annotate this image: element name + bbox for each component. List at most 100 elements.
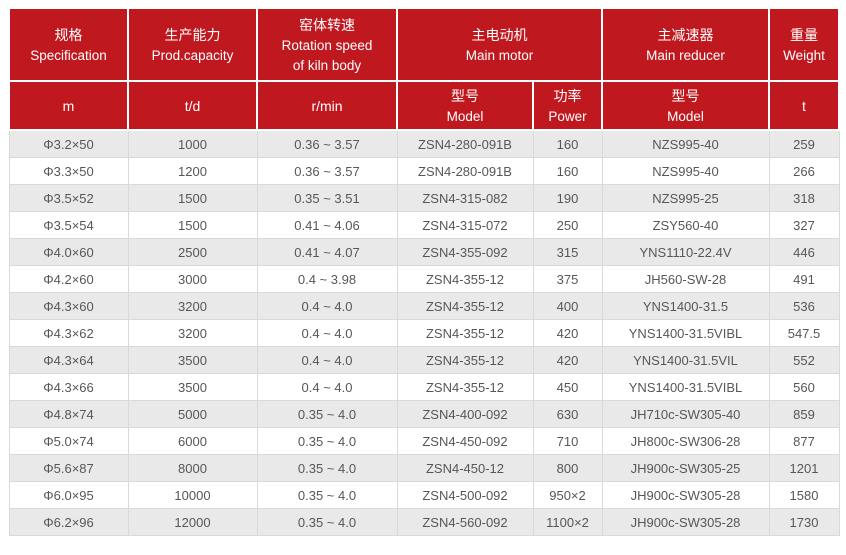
table-header: 规格 Specification 生产能力 Prod.capacity 窑体转速…	[8, 7, 840, 131]
table-row: Φ6.2×96 12000 0.35 ~ 4.0 ZSN4-560-092 1100×2…	[8, 508, 840, 536]
table-cell: 1201	[768, 454, 840, 482]
table-cell: 0.36 ~ 3.57	[256, 157, 398, 185]
table-cell: Φ6.2×96	[8, 508, 129, 536]
table-row: Φ4.8×74 5000 0.35 ~ 4.0 ZSN4-400-092 630 JH71…	[8, 400, 840, 428]
table-cell: 800	[532, 454, 603, 482]
table-cell: Φ3.5×52	[8, 184, 129, 212]
table-cell: JH900c-SW305-28	[601, 508, 770, 536]
header-weight-zh: 重量	[790, 26, 818, 43]
unit-capacity: t/d	[127, 80, 258, 131]
table-cell: 3500	[127, 346, 258, 374]
table-cell: ZSN4-450-12	[396, 454, 534, 482]
table-cell: ZSN4-355-092	[396, 238, 534, 266]
header-rotation-speed-en: Rotation speed of kiln body	[281, 37, 373, 73]
header-main-reducer: 主减速器 Main reducer	[601, 7, 770, 82]
table-cell: 3500	[127, 373, 258, 401]
table-row: Φ3.3×50 1200 0.36 ~ 3.57 ZSN4-280-091B 160 NZ…	[8, 157, 840, 185]
header-rotation-speed: 窑体转速 Rotation speed of kiln body	[256, 7, 398, 82]
table-cell: 877	[768, 427, 840, 455]
table-cell: 0.35 ~ 4.0	[256, 454, 398, 482]
header-unit-row: m t/d r/min 型号 Model 功率 Power 型号	[8, 80, 840, 131]
unit-weight: t	[768, 80, 840, 131]
subheader-motor-power-en: Power	[548, 108, 587, 124]
table-cell: Φ4.3×66	[8, 373, 129, 401]
kiln-spec-table: 规格 Specification 生产能力 Prod.capacity 窑体转速…	[8, 7, 840, 536]
table-row: Φ4.0×60 2500 0.41 ~ 4.07 ZSN4-355-092 315 YNS…	[8, 238, 840, 266]
table-row: Φ4.3×60 3200 0.4 ~ 4.0 ZSN4-355-12 400 YNS140…	[8, 292, 840, 320]
table-cell: YNS1400-31.5	[601, 292, 770, 320]
table-cell: 0.35 ~ 4.0	[256, 481, 398, 509]
table-cell: JH900c-SW305-28	[601, 481, 770, 509]
header-main-motor-zh: 主电动机	[471, 26, 528, 43]
subheader-motor-model-en: Model	[446, 108, 484, 124]
table-cell: Φ4.3×62	[8, 319, 129, 347]
unit-spec-label: m	[62, 97, 75, 114]
table-cell: 259	[768, 129, 840, 158]
table-cell: ZSN4-280-091B	[396, 157, 534, 185]
header-capacity-en: Prod.capacity	[151, 47, 234, 63]
table-cell: 0.36 ~ 3.57	[256, 129, 398, 158]
table-cell: YNS1400-31.5VIBL	[601, 319, 770, 347]
table-cell: YNS1400-31.5VIL	[601, 346, 770, 374]
table-cell: 1730	[768, 508, 840, 536]
table-cell: 630	[532, 400, 603, 428]
table-cell: 0.4 ~ 4.0	[256, 292, 398, 320]
table-cell: 0.4 ~ 4.0	[256, 319, 398, 347]
table-cell: 1580	[768, 481, 840, 509]
subheader-motor-power: 功率 Power	[532, 80, 603, 131]
table-cell: 1500	[127, 211, 258, 239]
table-cell: JH800c-SW306-28	[601, 427, 770, 455]
table-cell: 0.35 ~ 4.0	[256, 427, 398, 455]
unit-speed-label: r/min	[311, 97, 343, 114]
subheader-motor-model: 型号 Model	[396, 80, 534, 131]
table-cell: NZS995-40	[601, 129, 770, 158]
table-cell: 3200	[127, 292, 258, 320]
table-cell: Φ4.8×74	[8, 400, 129, 428]
table-cell: 1200	[127, 157, 258, 185]
table-cell: ZSN4-315-082	[396, 184, 534, 212]
table-cell: 6000	[127, 427, 258, 455]
table-row: Φ3.5×52 1500 0.35 ~ 3.51 ZSN4-315-082 190 NZS…	[8, 184, 840, 212]
table-cell: ZSN4-560-092	[396, 508, 534, 536]
table-cell: 10000	[127, 481, 258, 509]
table-cell: 8000	[127, 454, 258, 482]
table-cell: 0.35 ~ 3.51	[256, 184, 398, 212]
table-cell: ZSN4-280-091B	[396, 129, 534, 158]
table-cell: ZSN4-450-092	[396, 427, 534, 455]
subheader-reducer-model: 型号 Model	[601, 80, 770, 131]
header-weight: 重量 Weight	[768, 7, 840, 82]
table-cell: 450	[532, 373, 603, 401]
subheader-motor-model-zh: 型号	[451, 87, 479, 104]
table-cell: 0.4 ~ 4.0	[256, 373, 398, 401]
table-cell: ZSN4-355-12	[396, 373, 534, 401]
table-row: Φ6.0×95 10000 0.35 ~ 4.0 ZSN4-500-092 950×2 J…	[8, 481, 840, 509]
table-cell: 250	[532, 211, 603, 239]
table-cell: 190	[532, 184, 603, 212]
table-cell: 560	[768, 373, 840, 401]
table-cell: Φ4.3×64	[8, 346, 129, 374]
table-cell: 0.4 ~ 3.98	[256, 265, 398, 293]
table-cell: 0.4 ~ 4.0	[256, 346, 398, 374]
table-cell: 552	[768, 346, 840, 374]
table-cell: 5000	[127, 400, 258, 428]
table-cell: 547.5	[768, 319, 840, 347]
table-cell: NZS995-25	[601, 184, 770, 212]
table-row: Φ5.0×74 6000 0.35 ~ 4.0 ZSN4-450-092 710 JH80…	[8, 427, 840, 455]
table-cell: 859	[768, 400, 840, 428]
table-cell: Φ6.0×95	[8, 481, 129, 509]
subheader-reducer-model-en: Model	[667, 108, 704, 124]
header-weight-en: Weight	[783, 47, 825, 63]
table-row: Φ4.2×60 3000 0.4 ~ 3.98 ZSN4-355-12 375 JH560…	[8, 265, 840, 293]
table-cell: 0.35 ~ 4.0	[256, 508, 398, 536]
table-row: Φ5.6×87 8000 0.35 ~ 4.0 ZSN4-450-12 800 JH900…	[8, 454, 840, 482]
table-row: Φ4.3×64 3500 0.4 ~ 4.0 ZSN4-355-12 420 YNS140…	[8, 346, 840, 374]
table-cell: Φ4.2×60	[8, 265, 129, 293]
table-cell: 315	[532, 238, 603, 266]
table-cell: Φ5.6×87	[8, 454, 129, 482]
header-capacity-zh: 生产能力	[164, 26, 221, 43]
table-cell: JH560-SW-28	[601, 265, 770, 293]
table-cell: YNS1400-31.5VIBL	[601, 373, 770, 401]
table-cell: ZSN4-315-072	[396, 211, 534, 239]
table-cell: 0.41 ~ 4.06	[256, 211, 398, 239]
header-capacity: 生产能力 Prod.capacity	[127, 7, 258, 82]
